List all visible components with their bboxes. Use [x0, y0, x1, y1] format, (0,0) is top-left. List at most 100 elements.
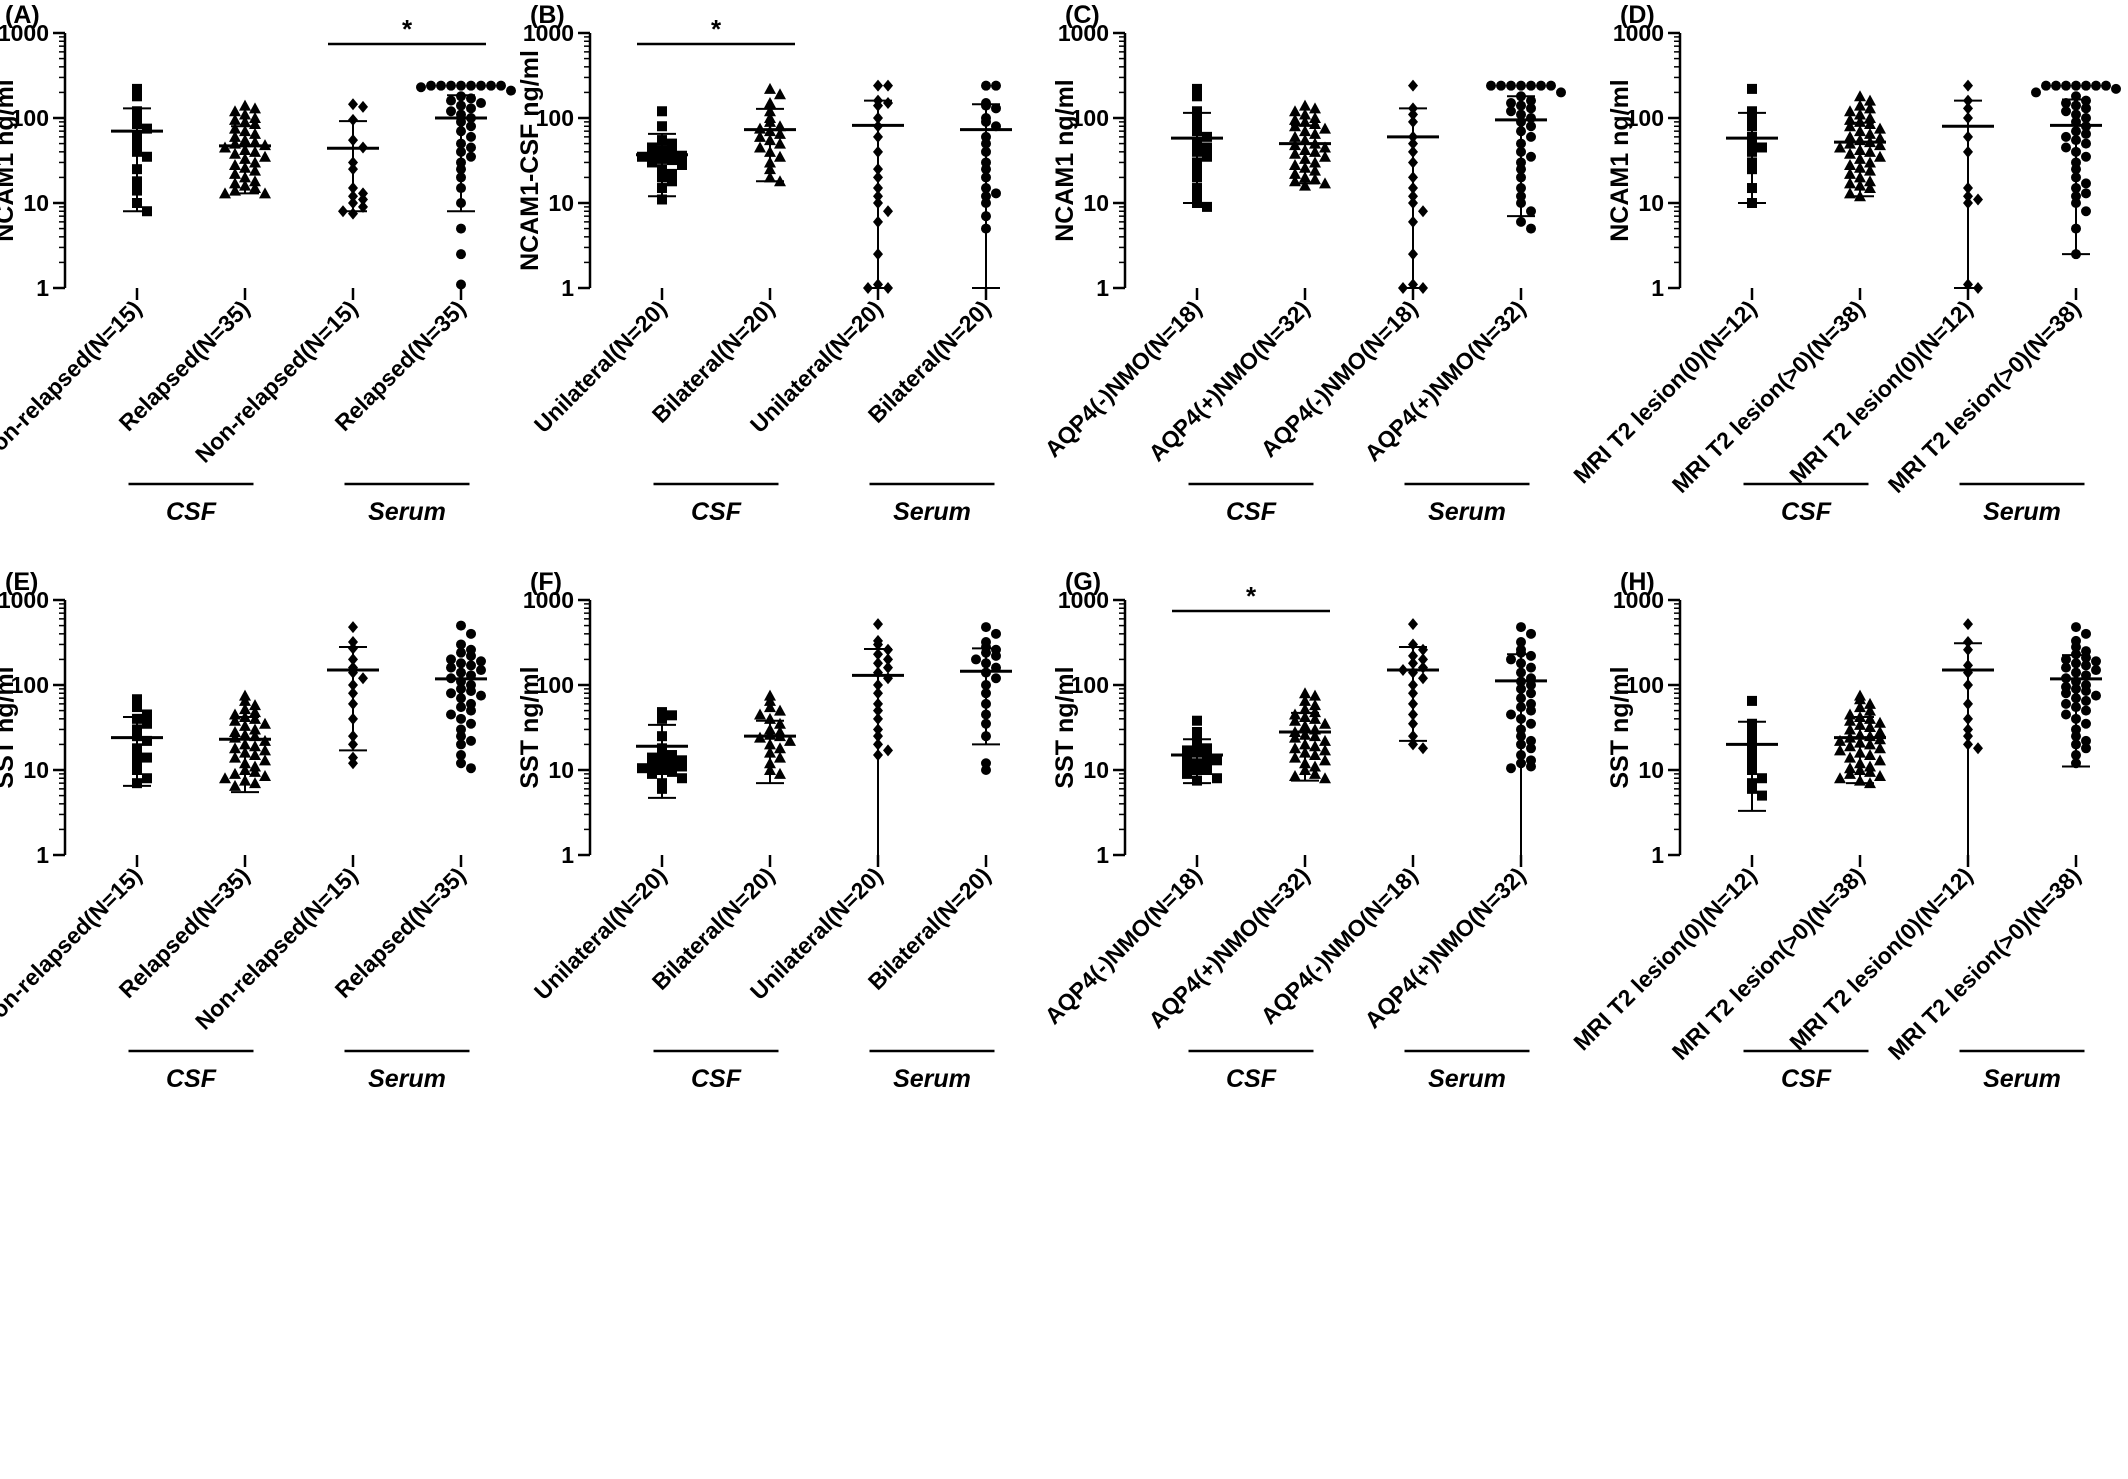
panel-label: (H)	[1620, 568, 1655, 596]
circle-data-point	[1526, 761, 1536, 772]
triangle-data-point	[1289, 105, 1301, 117]
y-tick-label: 1000	[0, 20, 49, 46]
triangle-data-point	[1844, 762, 1856, 774]
square-data-point	[657, 194, 667, 205]
triangle-data-point	[1844, 130, 1856, 142]
triangle-data-point	[1309, 699, 1321, 711]
y-tick-label: 10	[23, 757, 49, 783]
circle-data-point	[1506, 763, 1516, 774]
triangle-data-point	[229, 147, 241, 159]
triangle-data-point	[239, 108, 251, 120]
triangle-data-point	[764, 694, 776, 706]
y-tick-label: 10	[1083, 757, 1109, 783]
triangle-data-point	[1289, 113, 1301, 125]
circle-data-point	[1516, 216, 1526, 227]
diamond-data-point	[348, 636, 358, 649]
circle-data-point	[2081, 103, 2091, 114]
triangle-data-point	[764, 82, 776, 94]
triangle-data-point	[1834, 734, 1846, 746]
square-data-point	[142, 151, 152, 162]
y-tick-label: 10	[1638, 190, 1664, 216]
diamond-data-point	[348, 98, 358, 111]
circle-data-point	[1516, 80, 1526, 91]
square-data-point	[142, 709, 152, 720]
triangle-data-point	[229, 731, 241, 743]
triangle-data-point	[249, 102, 261, 114]
triangle-data-point	[774, 742, 786, 754]
circle-data-point	[2071, 80, 2081, 91]
chart-panel: (D) 1 10 100 1000 NCAM1 ng/ml MRI T2 lesion(0)…	[1568, 1, 2121, 526]
panel-label: (F)	[530, 568, 562, 596]
triangle-data-point	[1874, 150, 1886, 162]
x-category-label: MRI T2 lesion(>0)(N=38)	[1883, 862, 2086, 1065]
circle-data-point	[1526, 735, 1536, 746]
triangle-data-point	[1299, 687, 1311, 699]
panel-label: (A)	[5, 1, 40, 29]
triangle-data-point	[229, 714, 241, 726]
square-data-point	[1192, 91, 1202, 102]
triangle-data-point	[249, 182, 261, 194]
diamond-data-point	[348, 113, 358, 126]
square-data-point	[677, 159, 687, 170]
triangle-data-point	[1874, 139, 1886, 151]
circle-data-point	[436, 80, 446, 91]
y-tick-label: 1	[36, 275, 49, 301]
square-data-point	[657, 707, 667, 718]
triangle-data-point	[754, 130, 766, 142]
square-data-point	[1202, 743, 1212, 754]
circle-data-point	[1546, 80, 1556, 91]
triangle-data-point	[229, 167, 241, 179]
triangle-data-point	[1309, 767, 1321, 779]
circle-data-point	[1526, 650, 1536, 661]
square-data-point	[1182, 752, 1192, 763]
diamond-data-point	[1418, 205, 1428, 218]
triangle-data-point	[1289, 731, 1301, 743]
circle-data-point	[2031, 87, 2041, 98]
y-tick-label: 100	[536, 672, 574, 698]
triangle-data-point	[229, 742, 241, 754]
circle-data-point	[1526, 223, 1536, 234]
circle-data-point	[456, 223, 466, 234]
triangle-data-point	[1289, 769, 1301, 781]
square-data-point	[637, 763, 647, 774]
square-data-point	[132, 91, 142, 102]
diamond-data-point	[873, 618, 883, 631]
circle-data-point	[1506, 654, 1516, 665]
diamond-data-point	[358, 187, 368, 200]
triangle-data-point	[1309, 689, 1321, 701]
triangle-data-point	[249, 723, 261, 735]
triangle-data-point	[1864, 156, 1876, 168]
triangle-data-point	[1854, 90, 1866, 102]
circle-data-point	[2061, 142, 2071, 153]
triangle-data-point	[1309, 112, 1321, 123]
y-tick-label: 1	[1651, 275, 1664, 301]
diamond-data-point	[1418, 661, 1428, 674]
square-data-point	[1182, 761, 1192, 772]
y-tick-label: 100	[1071, 672, 1109, 698]
square-data-point	[647, 759, 657, 770]
circle-data-point	[456, 249, 466, 260]
circle-data-point	[991, 650, 1001, 661]
triangle-data-point	[1864, 704, 1876, 716]
diamond-data-point	[1973, 742, 1983, 755]
triangle-data-point	[774, 88, 786, 100]
circle-data-point	[456, 750, 466, 761]
circle-data-point	[1526, 628, 1536, 639]
circle-data-point	[2041, 80, 2051, 91]
y-tick-label: 10	[23, 190, 49, 216]
circle-data-point	[2081, 113, 2091, 123]
y-axis-label: NCAM1 ng/ml	[1051, 79, 1079, 242]
panel-label: (D)	[1620, 1, 1655, 29]
triangle-data-point	[1874, 769, 1886, 781]
triangle-data-point	[259, 744, 271, 756]
circle-data-point	[446, 688, 456, 699]
circle-data-point	[1536, 80, 1546, 91]
circle-data-point	[1526, 662, 1536, 673]
significance-star: *	[711, 14, 722, 44]
circle-data-point	[2061, 709, 2071, 720]
circle-data-point	[2081, 95, 2091, 106]
circle-data-point	[506, 85, 516, 96]
circle-data-point	[2061, 654, 2071, 665]
group-label: Serum	[1428, 498, 1506, 526]
